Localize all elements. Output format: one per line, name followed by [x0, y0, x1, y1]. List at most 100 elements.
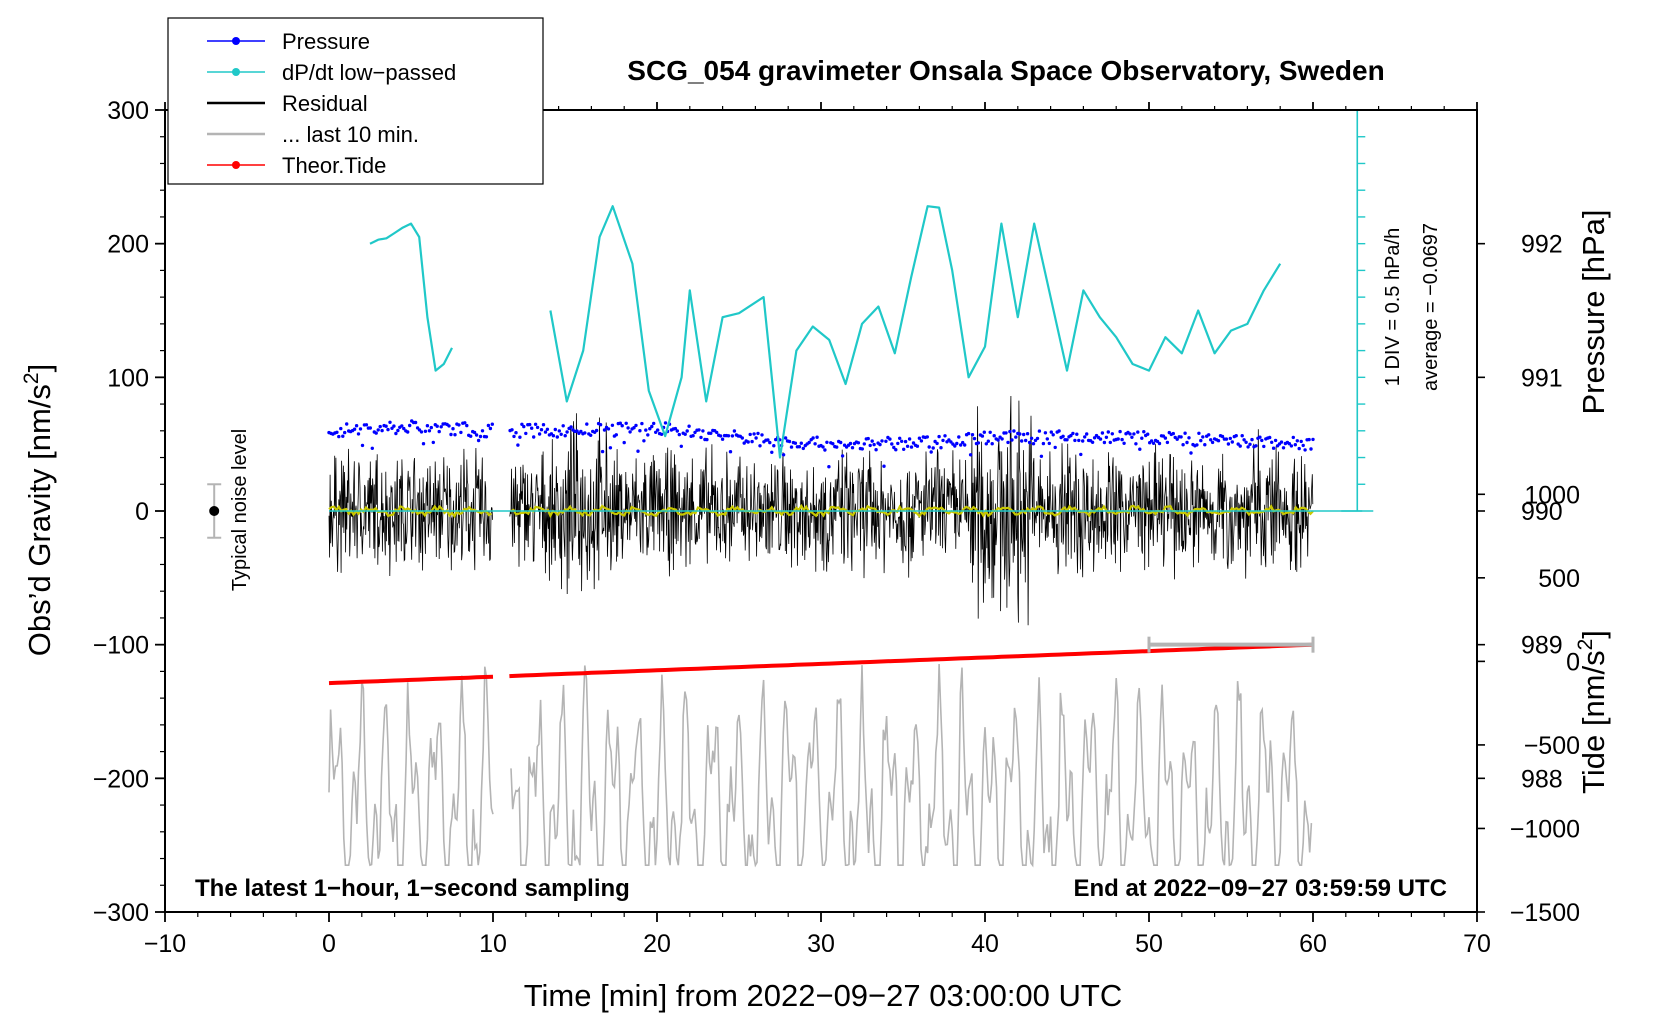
pressure-point	[354, 424, 359, 428]
tide-tick-label: 0	[1566, 648, 1580, 676]
pressure-point	[972, 436, 977, 441]
pressure-point	[1199, 438, 1203, 443]
chart-title: SCG_054 gravimeter Onsala Space Observat…	[627, 55, 1384, 86]
legend-marker	[232, 68, 240, 76]
pressure-point	[1289, 444, 1294, 448]
pressure-point	[606, 427, 611, 431]
pressure-point	[1075, 432, 1079, 436]
dpdt-scale-label: 1 DIV = 0.5 hPa/h	[1382, 228, 1404, 386]
pressure-point	[961, 440, 965, 445]
pressure-point	[1262, 444, 1266, 449]
pressure-point	[699, 435, 703, 440]
y-tick-label: −300	[93, 899, 149, 927]
pressure-point	[419, 430, 424, 434]
pressure-point	[986, 439, 990, 443]
pressure-point	[1291, 435, 1296, 440]
dpdt-average-label: average = −0.0697	[1420, 223, 1442, 391]
pressure-point	[715, 430, 719, 435]
pressure-point	[610, 423, 615, 427]
pressure-point	[953, 444, 957, 448]
x-tick-label: −10	[144, 930, 186, 958]
pressure-point	[996, 438, 1000, 442]
pressure-point	[823, 448, 827, 452]
pressure-point	[1271, 446, 1276, 450]
pressure-point	[720, 437, 725, 441]
last-10-min-residual-series	[328, 663, 1313, 868]
pressure-point	[1073, 438, 1077, 443]
pressure-point	[480, 429, 485, 433]
pressure-point	[797, 445, 802, 449]
pressure-point	[687, 424, 691, 428]
pressure-point	[663, 421, 668, 425]
pressure-point	[732, 429, 737, 433]
pressure-point	[896, 441, 900, 446]
pressure-point	[1020, 439, 1024, 443]
pressure-point	[1309, 447, 1313, 451]
pressure-point	[435, 424, 439, 428]
pressure-point	[563, 434, 567, 438]
pressure-point	[388, 420, 392, 424]
pressure-point	[427, 429, 432, 433]
pressure-point	[656, 428, 660, 432]
legend-label: dP/dt low−passed	[282, 60, 456, 85]
pressure-point	[602, 428, 607, 432]
pressure-point	[1210, 440, 1215, 445]
pressure-point	[787, 439, 792, 444]
pressure-point	[888, 437, 892, 441]
pressure-point	[1037, 429, 1042, 433]
pressure-point	[378, 424, 382, 429]
pressure-point	[1104, 435, 1109, 439]
pressure-point	[955, 441, 959, 446]
pressure-point	[1268, 435, 1272, 440]
pressure-point	[1047, 441, 1052, 446]
pressure-point	[1240, 434, 1244, 438]
pressure-point	[856, 441, 861, 445]
pressure-point	[360, 443, 365, 448]
pressure-point	[518, 435, 522, 439]
pressure-point	[1053, 445, 1057, 450]
pressure-point	[754, 436, 758, 440]
pressure-point	[423, 429, 428, 433]
pressure-point	[963, 443, 967, 447]
x-tick-label: 60	[1299, 930, 1327, 958]
pressure-point	[472, 430, 477, 435]
dpdt-line	[369, 205, 1282, 459]
pressure-point	[1023, 438, 1028, 443]
pressure-point	[835, 445, 839, 449]
pressure-point	[1049, 430, 1054, 434]
pressure-point	[1014, 435, 1018, 439]
tide-tick-label: −500	[1524, 732, 1580, 760]
pressure-point	[966, 431, 971, 436]
pressure-point	[1224, 437, 1229, 441]
pressure-point	[478, 434, 483, 439]
pressure-point	[453, 433, 457, 437]
pressure-point	[1149, 439, 1154, 443]
pressure-point	[1043, 431, 1048, 435]
pressure-point	[1293, 443, 1298, 447]
pressure-point	[807, 440, 811, 445]
legend: Pressure dP/dt low−passed Residual ... last…	[167, 17, 544, 185]
pressure-point	[927, 445, 931, 449]
pressure-point	[1209, 438, 1213, 442]
pressure-point	[970, 433, 975, 437]
pressure-point	[1183, 431, 1187, 435]
pressure-point	[476, 438, 481, 443]
tide-tick-label: 1000	[1524, 481, 1580, 509]
pressure-point	[1201, 435, 1205, 439]
pressure-point	[939, 446, 943, 450]
pressure-point	[1138, 447, 1142, 451]
pressure-point	[1270, 440, 1274, 444]
x-tick-label: 10	[479, 930, 507, 958]
pressure-tick-label: 988	[1521, 765, 1563, 793]
pressure-point	[1006, 440, 1010, 445]
pressure-point	[374, 431, 378, 435]
pressure-point	[760, 433, 764, 437]
pressure-point	[768, 440, 772, 445]
pressure-point	[1035, 436, 1040, 441]
pressure-point	[659, 432, 664, 436]
pressure-point	[565, 430, 569, 434]
pressure-point	[750, 439, 754, 444]
pressure-point	[598, 423, 603, 427]
pressure-point	[1244, 440, 1248, 444]
